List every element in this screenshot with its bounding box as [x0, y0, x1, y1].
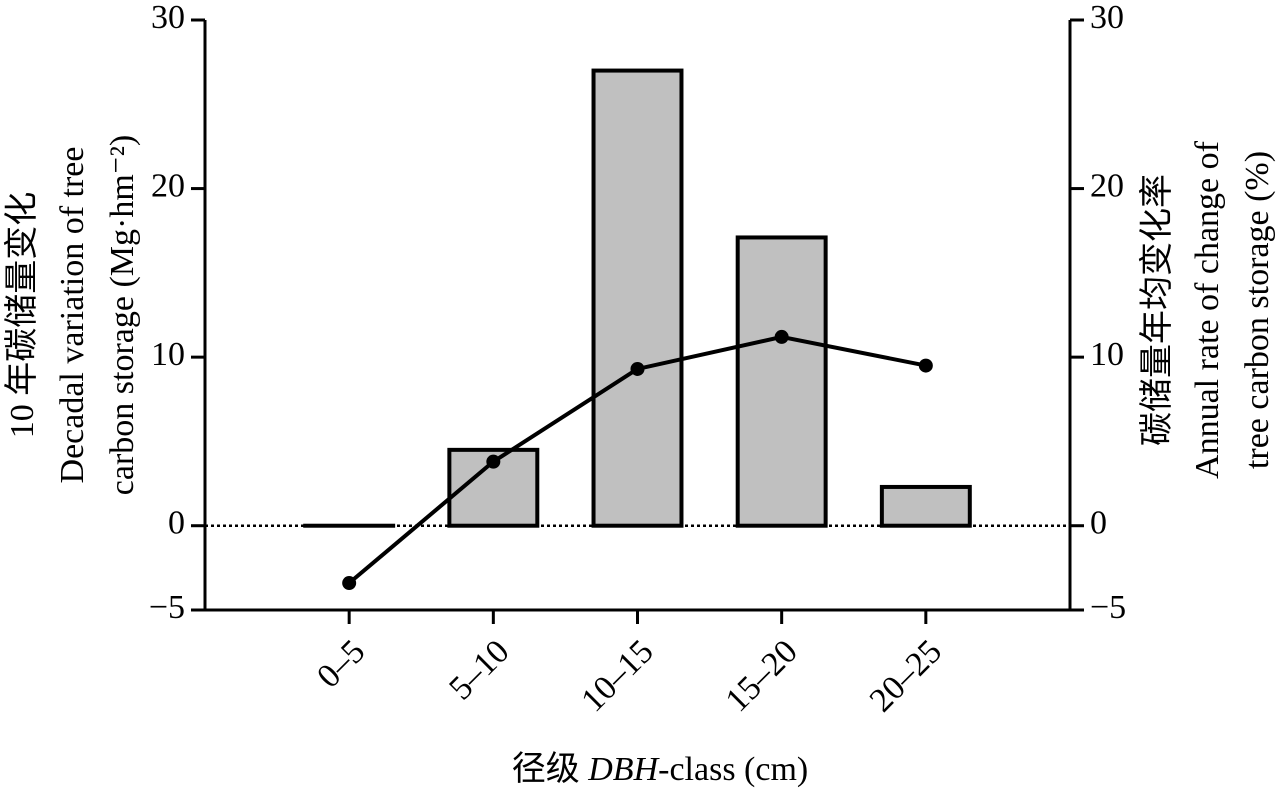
bar — [879, 484, 972, 528]
line-point — [774, 329, 789, 344]
bar — [591, 68, 684, 528]
line-point — [630, 361, 645, 376]
y2-axis-label: tree carbon storage (%) — [1239, 151, 1276, 469]
x-label-part: DBH — [587, 751, 660, 788]
y2-tick-label: −5 — [1090, 589, 1126, 626]
bar — [735, 235, 828, 528]
y-axis-label: 10 年碳储量变化 — [3, 192, 41, 439]
x-label-part: -class (cm) — [658, 751, 808, 788]
y-tick-label: 30 — [151, 0, 185, 36]
line-point — [486, 454, 501, 469]
y-axis-label: Decadal variation of tree — [54, 147, 91, 484]
y-axis-label: carbon storage (Mg·hm⁻²) — [104, 135, 141, 495]
y2-tick-label: 0 — [1090, 505, 1107, 542]
line-point — [342, 576, 357, 591]
y2-tick-label: 10 — [1090, 336, 1124, 373]
y-tick-label: 10 — [151, 336, 185, 373]
y2-axis-label: Annual rate of change of — [1189, 140, 1226, 479]
y-tick-label: −5 — [149, 589, 185, 626]
x-tick-label: 0–5 — [310, 633, 372, 695]
x-tick-label: 10–15 — [574, 633, 660, 719]
x-axis-label: 径级 DBH-class (cm) — [512, 750, 809, 788]
y2-tick-label: 30 — [1090, 0, 1124, 36]
y-tick-label: 20 — [151, 167, 185, 204]
x-tick-label: 20–25 — [863, 633, 949, 719]
x-tick-label: 15–20 — [719, 633, 805, 719]
x-label-part: 径级 — [512, 750, 589, 788]
y2-tick-label: 20 — [1090, 167, 1124, 204]
y-tick-label: 0 — [168, 505, 185, 542]
y2-axis-label: 碳储量年均变化率 — [1138, 174, 1176, 446]
x-tick-label: 5–10 — [442, 633, 516, 707]
line-point — [918, 358, 933, 373]
